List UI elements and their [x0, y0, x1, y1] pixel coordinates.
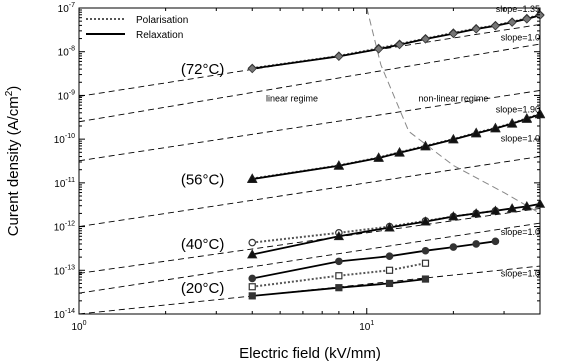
data-point-3-relaxation-1 [333, 230, 345, 241]
group-label-4: (20°C) [181, 280, 225, 297]
data-point-1-relaxation-5 [448, 134, 459, 144]
data-point-1-relaxation-4 [420, 141, 431, 151]
group-labels: (72°C) (56°C) (40°C) (20°C) [181, 61, 225, 297]
data-point-3-relaxation-4 [448, 211, 459, 221]
data-point-2-relaxation-0 [248, 274, 257, 283]
data-point-1-relaxation-6 [470, 128, 482, 138]
reference-line-6 [79, 207, 540, 274]
data-point-3-relaxation-3 [420, 216, 431, 226]
data-point-3-relaxation-2 [384, 222, 395, 232]
series-line-4-polarisation [252, 262, 426, 288]
group-label-0: (72°C) [181, 61, 225, 78]
data-point-4-relaxation-1 [335, 284, 343, 292]
data-point-0-relaxation-6 [471, 24, 481, 34]
y-axis-label-main: Curent density (A/cm [5, 96, 22, 236]
y-tick-label-3: 10-11 [54, 177, 75, 190]
data-point-0-relaxation-8 [507, 17, 517, 27]
y-axis-label-sup: 2 [4, 90, 15, 96]
legend-label-relaxation: Relaxation [136, 30, 183, 41]
data-point-2-relaxation-6 [491, 237, 500, 246]
data-point-0-relaxation-10 [535, 10, 545, 20]
reference-lines [79, 24, 540, 314]
data-point-2-relaxation-1 [335, 257, 343, 266]
series-line-1-polarisation [252, 112, 540, 180]
annotation-6: slope=1.0 [501, 227, 540, 237]
data-point-1-relaxation-3 [394, 147, 405, 157]
regime-boundary-line [366, 8, 540, 214]
data-point-1-relaxation-2 [373, 152, 384, 162]
data-point-0-relaxation-4 [420, 34, 431, 44]
reference-line-4 [79, 43, 540, 123]
data-point-3-relaxation-5 [470, 208, 482, 218]
axis-ticks: 100 101 10-14 10-13 10-12 10-11 10-10 10-9 10-8 1… [54, 2, 541, 333]
y-tick-label-4: 10-10 [54, 133, 75, 146]
data-point-2-polarisation-0 [248, 238, 257, 247]
x-axis-label: Electric field (kV/mm) [239, 345, 381, 362]
data-point-4-polarisation-0 [248, 283, 256, 291]
data-point-4-relaxation-2 [385, 279, 394, 288]
data-point-0-relaxation-0 [247, 64, 257, 74]
data-point-2-relaxation-3 [421, 246, 430, 255]
data-point-1-relaxation-0 [247, 173, 258, 183]
series-line-3-relaxation [252, 203, 540, 256]
series-line-1-relaxation [252, 113, 540, 180]
x-tick-label-0: 100 [71, 320, 86, 333]
annotation-0: linear regime [266, 93, 318, 103]
annotation-4: slope=1.90 [496, 105, 540, 115]
data-point-2-relaxation-2 [385, 252, 394, 261]
data-point-4-polarisation-3 [421, 259, 430, 267]
data-point-1-relaxation-1 [333, 160, 345, 170]
y-tick-label-2: 10-12 [54, 221, 75, 234]
data-point-3-relaxation-0 [247, 249, 258, 259]
annotation-7: slope=1.0 [501, 268, 540, 278]
data-point-0-relaxation-9 [522, 14, 532, 24]
reference-line-1 [79, 90, 540, 162]
data-point-4-relaxation-3 [421, 275, 430, 283]
data-point-3-relaxation-6 [490, 205, 501, 215]
data-point-0-relaxation-3 [394, 40, 405, 50]
legend-label-polarisation: Polarisation [136, 15, 188, 26]
plot-frame [78, 7, 541, 315]
annotations: linear regime non-linear regime slope=1.35… [266, 4, 540, 278]
legend: Polarisation Relaxation [86, 15, 188, 41]
x-tick-label-1: 101 [359, 320, 374, 333]
y-tick-label-5: 10-9 [58, 89, 75, 102]
data-point-4-relaxation-0 [248, 292, 256, 300]
y-tick-label-7: 10-7 [58, 2, 75, 15]
data-point-4-polarisation-1 [335, 272, 343, 280]
data-point-0-relaxation-1 [334, 51, 344, 61]
annotation-3: slope=1.0 [501, 33, 540, 43]
data-point-0-relaxation-5 [448, 29, 458, 39]
data-point-1-relaxation-7 [490, 123, 501, 133]
data-point-0-relaxation-2 [374, 44, 384, 54]
data-point-2-relaxation-4 [449, 243, 458, 251]
annotation-5: slope=1.0 [501, 133, 540, 143]
series-line-4-relaxation [252, 278, 426, 297]
group-label-1: (56°C) [181, 172, 225, 189]
reference-line-3 [79, 222, 540, 294]
y-tick-label-0: 10-14 [54, 308, 75, 321]
data-point-1-relaxation-9 [521, 113, 533, 123]
y-axis-label: Curent density (A/cm2) [4, 86, 22, 237]
reference-line-2 [79, 156, 540, 228]
data-point-4-polarisation-2 [385, 266, 394, 274]
annotation-1: non-linear regime [418, 93, 488, 103]
annotation-2: slope=1.35 [496, 4, 540, 14]
data-point-0-relaxation-7 [490, 21, 500, 31]
y-tick-label-6: 10-8 [58, 46, 75, 59]
data-point-2-relaxation-5 [472, 240, 480, 248]
y-tick-label-1: 10-13 [54, 264, 75, 277]
y-axis-label-tail: ) [5, 86, 22, 91]
data-point-1-relaxation-8 [506, 118, 518, 128]
data-point-3-relaxation-7 [506, 203, 518, 213]
group-label-2: (40°C) [181, 236, 225, 253]
data-point-3-relaxation-8 [521, 201, 533, 211]
